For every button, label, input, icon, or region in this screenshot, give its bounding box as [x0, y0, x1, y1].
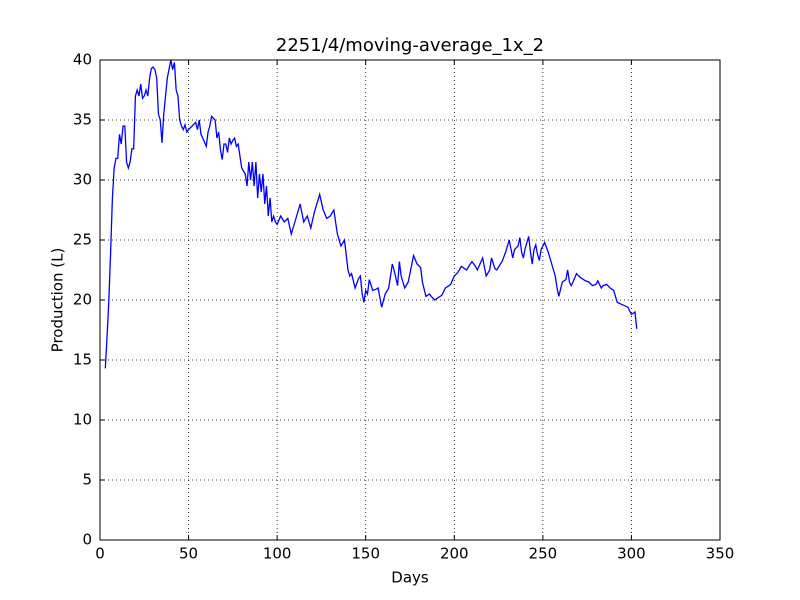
- y-tick-label: 10: [73, 411, 92, 429]
- x-tick-label: 350: [706, 545, 735, 563]
- y-tick-label: 25: [73, 231, 92, 249]
- x-tick-label: 0: [95, 545, 105, 563]
- y-tick-label: 0: [82, 531, 92, 549]
- data-line: [104, 59, 638, 369]
- x-tick-label: 50: [179, 545, 198, 563]
- x-tick-label: 250: [529, 545, 558, 563]
- x-tick-label: 300: [617, 545, 646, 563]
- y-tick-label: 5: [82, 471, 92, 489]
- y-tick-label: 35: [73, 111, 92, 129]
- y-axis-label: Production (L): [49, 248, 67, 353]
- x-axis-label: Days: [391, 569, 429, 587]
- x-tick-label: 150: [351, 545, 380, 563]
- plot-frame: [99, 59, 721, 541]
- x-tick-label: 100: [263, 545, 292, 563]
- y-tick-label: 20: [73, 291, 92, 309]
- x-tick-label: 200: [440, 545, 469, 563]
- chart-title: 2251/4/moving-average_1x_2: [276, 35, 544, 56]
- y-tick-label: 15: [73, 351, 92, 369]
- y-tick-label: 40: [73, 51, 92, 69]
- y-tick-label: 30: [73, 171, 92, 189]
